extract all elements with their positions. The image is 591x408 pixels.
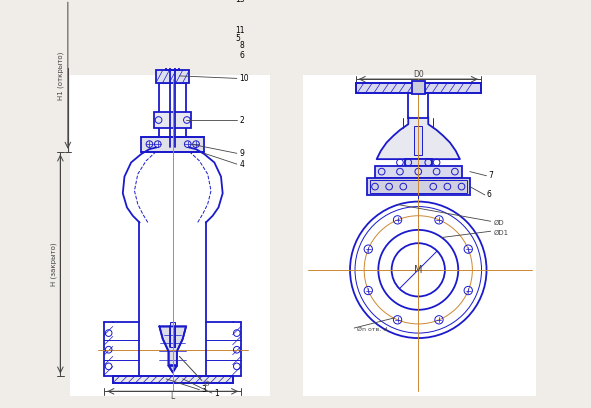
Bar [113, 376, 233, 383]
Bar [408, 93, 428, 118]
Text: 5: 5 [235, 34, 240, 43]
Bar [405, 159, 431, 166]
Bar [156, 70, 189, 82]
Bar [366, 178, 470, 195]
Text: 7: 7 [488, 171, 493, 180]
Bar [127, 33, 219, 41]
Bar [70, 75, 270, 395]
Text: 6: 6 [239, 51, 244, 60]
Bar [170, 1, 176, 9]
Polygon shape [160, 326, 186, 366]
Text: ØD: ØD [493, 220, 504, 226]
Text: M: M [414, 265, 423, 275]
Text: 11: 11 [235, 26, 245, 35]
Bar [141, 137, 204, 152]
Text: 1: 1 [215, 388, 219, 397]
Bar [166, 37, 180, 70]
Bar [303, 75, 537, 395]
Polygon shape [168, 366, 177, 372]
Bar [370, 180, 466, 193]
Bar [164, 9, 181, 24]
Bar [375, 166, 462, 178]
Bar [411, 81, 425, 94]
Text: H1 (открыто): H1 (открыто) [58, 51, 64, 100]
Bar [166, 27, 180, 47]
Polygon shape [376, 118, 460, 159]
Text: Øn отв. d: Øn отв. d [357, 327, 387, 332]
Text: ØD1: ØD1 [493, 230, 508, 236]
Bar [154, 112, 191, 129]
Bar [170, 322, 175, 347]
Text: L: L [171, 392, 175, 401]
Text: Ø: Ø [202, 379, 210, 387]
Text: D0: D0 [413, 70, 424, 79]
Bar [356, 82, 480, 93]
Text: 6: 6 [486, 191, 491, 200]
Text: 2: 2 [239, 115, 244, 124]
Text: 10: 10 [239, 74, 249, 83]
Text: 3: 3 [202, 385, 207, 394]
Text: 4: 4 [239, 160, 244, 169]
Bar [414, 126, 423, 155]
Text: 9: 9 [239, 149, 244, 158]
Text: 8: 8 [239, 41, 244, 50]
Bar [160, 82, 186, 137]
Text: H (закрыто): H (закрыто) [50, 242, 57, 286]
Text: 13: 13 [235, 0, 245, 4]
